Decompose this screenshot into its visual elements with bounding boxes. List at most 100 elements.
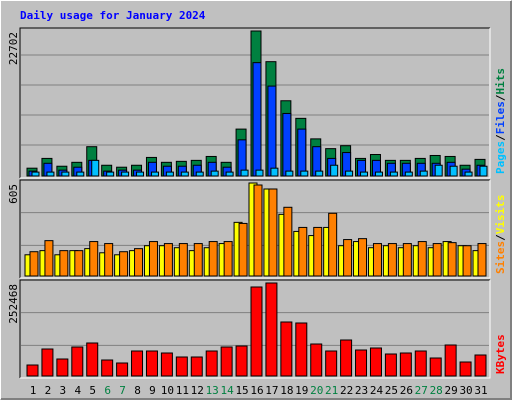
- x-tick-label: 20: [310, 384, 323, 397]
- bar: [429, 357, 442, 377]
- bar: [462, 245, 472, 277]
- bar: [250, 286, 263, 377]
- x-tick-label: 29: [445, 384, 458, 397]
- x-tick-label: 31: [474, 384, 487, 397]
- panel-edge-dark: [19, 27, 490, 178]
- bar: [208, 241, 218, 277]
- bar: [91, 159, 100, 177]
- x-tick-label: 25: [385, 384, 398, 397]
- bar: [340, 339, 353, 377]
- bar: [372, 243, 382, 277]
- x-tick-label: 10: [161, 384, 174, 397]
- bar: [46, 171, 55, 177]
- legend: KBytes: [494, 334, 507, 374]
- bar: [240, 169, 249, 177]
- x-tick-label: 24: [370, 384, 384, 397]
- bar: [148, 241, 158, 277]
- bar: [210, 170, 219, 177]
- bar: [136, 171, 145, 177]
- x-tick-label: 19: [295, 384, 308, 397]
- bar: [298, 226, 308, 277]
- x-tick-label: 1: [30, 384, 37, 397]
- bar: [180, 171, 189, 177]
- x-tick-label: 17: [265, 384, 278, 397]
- x-tick-label: 3: [60, 384, 67, 397]
- bar: [434, 164, 443, 177]
- legend-separator: /: [494, 234, 507, 241]
- bar: [389, 171, 398, 177]
- bar: [163, 243, 173, 277]
- bar: [300, 170, 309, 177]
- bar: [150, 171, 159, 177]
- bar: [267, 85, 277, 177]
- x-tick-label: 14: [221, 384, 235, 397]
- bar: [310, 343, 323, 377]
- bar: [145, 350, 158, 377]
- bar: [220, 346, 233, 377]
- bar: [41, 348, 54, 377]
- bar: [325, 350, 338, 377]
- bar: [195, 171, 204, 177]
- bar: [223, 241, 233, 277]
- bar: [255, 169, 264, 177]
- bar: [56, 358, 69, 377]
- bar: [106, 171, 115, 177]
- bar: [447, 242, 457, 277]
- panel-edge-light: [20, 180, 491, 279]
- bar: [384, 353, 397, 377]
- x-tick-label: 2: [45, 384, 52, 397]
- bar: [280, 321, 293, 377]
- bar: [295, 322, 308, 377]
- bar: [89, 241, 99, 277]
- x-tick-label: 13: [206, 384, 219, 397]
- bar: [165, 171, 174, 177]
- bar: [343, 239, 353, 277]
- x-tick-label: 27: [415, 384, 428, 397]
- bar: [459, 361, 472, 377]
- bar: [474, 354, 487, 377]
- bar: [282, 112, 292, 177]
- bar: [444, 344, 457, 377]
- bar: [175, 356, 188, 377]
- bar: [134, 248, 144, 277]
- bar: [404, 171, 413, 177]
- bar: [119, 251, 129, 277]
- bar: [178, 243, 188, 277]
- bar: [270, 167, 279, 177]
- bar: [205, 350, 218, 377]
- legend-entry: Visits: [494, 195, 507, 235]
- panel-edge-dark: [19, 279, 490, 378]
- bar: [355, 349, 368, 377]
- bar: [399, 352, 412, 377]
- legend-entry: KBytes: [494, 334, 507, 374]
- bar: [297, 128, 307, 177]
- bar: [59, 250, 69, 277]
- bar: [345, 170, 354, 177]
- bar: [235, 345, 248, 377]
- bar: [74, 250, 84, 277]
- legend: Sites/Visits: [494, 195, 507, 275]
- bar: [116, 362, 129, 377]
- bar: [29, 251, 39, 277]
- y-tick-label: 252468: [7, 284, 20, 324]
- bar: [238, 222, 248, 277]
- chart-title: Daily usage for January 2024: [20, 9, 206, 22]
- x-tick-label: 23: [355, 384, 368, 397]
- bar: [402, 243, 412, 277]
- bar: [160, 352, 173, 377]
- bar: [121, 171, 130, 177]
- bar: [61, 171, 70, 177]
- bar: [104, 243, 114, 277]
- panel-edge-light: [20, 28, 491, 179]
- bar: [330, 164, 339, 177]
- bar: [253, 184, 263, 277]
- bar: [464, 171, 473, 177]
- legend-entry: Hits: [494, 68, 507, 95]
- legend-entry: Sites: [494, 241, 507, 274]
- y-tick-label: 605: [7, 184, 20, 204]
- bar: [479, 165, 488, 177]
- x-tick-label: 5: [89, 384, 96, 397]
- panel-edge-dark: [19, 179, 490, 278]
- x-tick-label: 9: [149, 384, 156, 397]
